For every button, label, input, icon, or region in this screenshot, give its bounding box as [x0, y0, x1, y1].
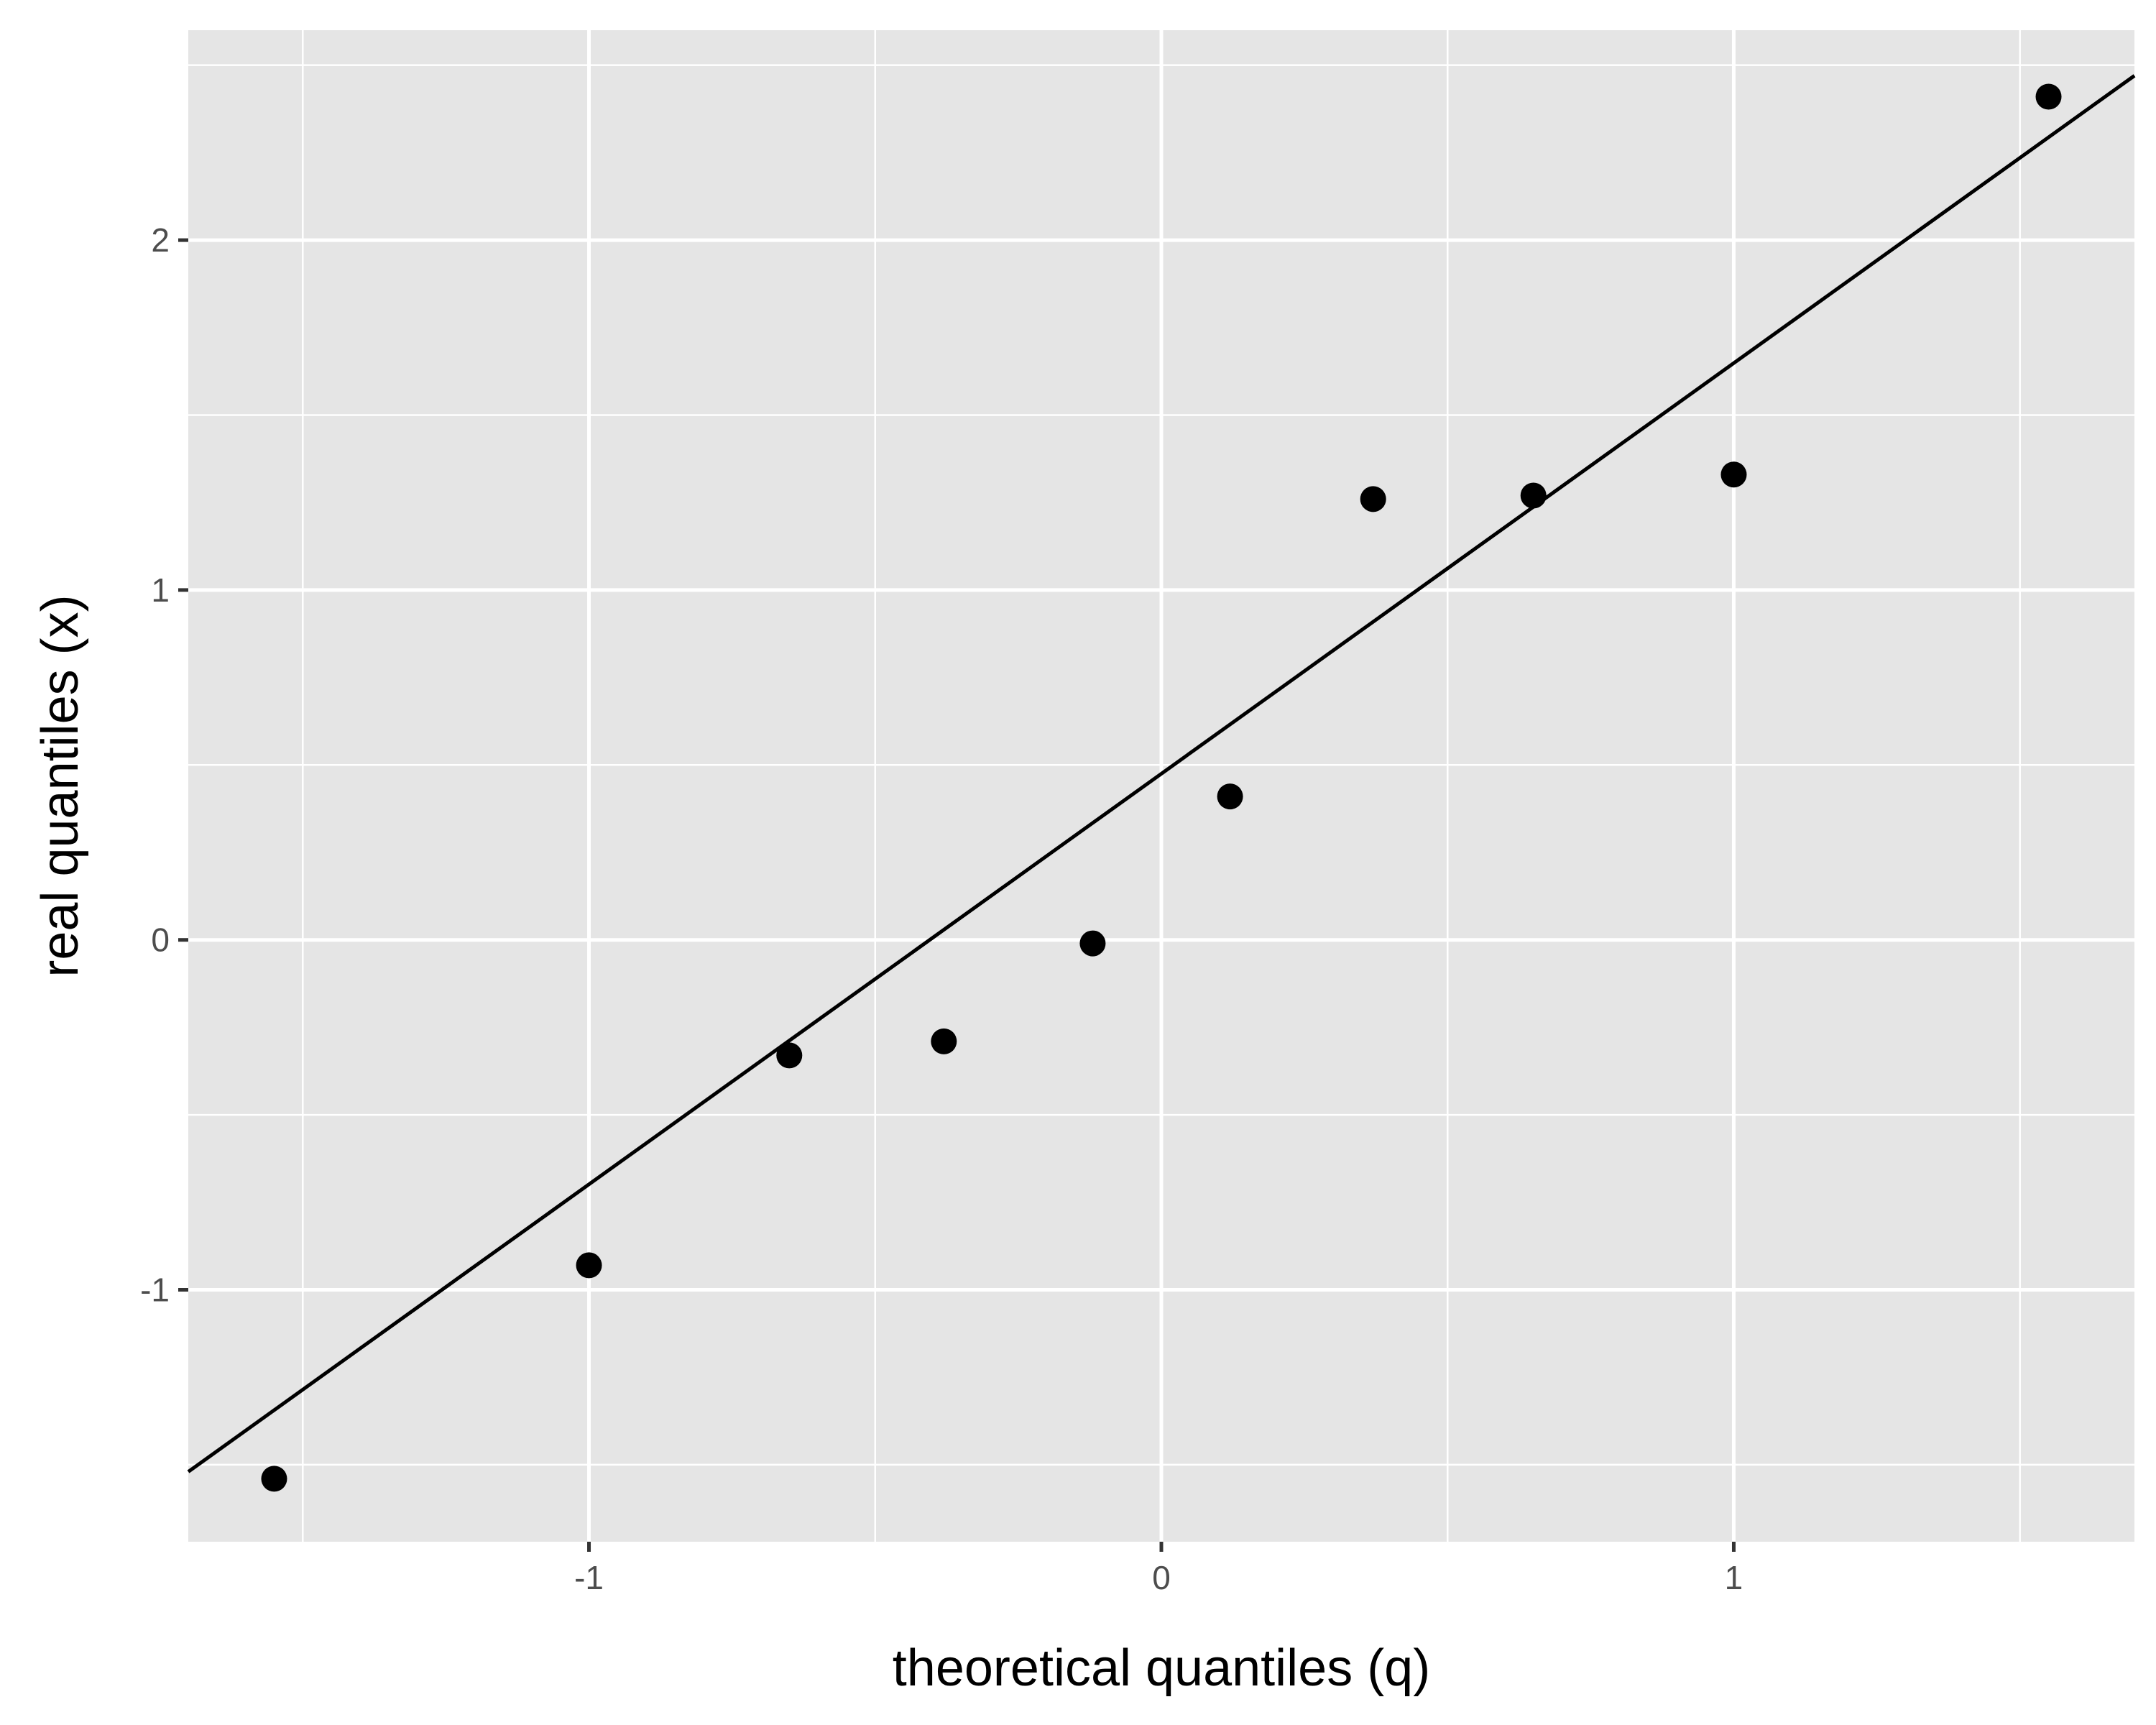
- y-tick-label: 2: [151, 221, 170, 259]
- data-points: [261, 83, 2062, 1492]
- data-point: [1720, 461, 1747, 488]
- reference-line: [187, 74, 2136, 1473]
- grid-major: [188, 30, 2134, 1542]
- y-tick-label: -1: [140, 1271, 170, 1309]
- data-point: [776, 1042, 803, 1069]
- data-point: [261, 1466, 287, 1492]
- x-axis-ticks: -1 0 1: [574, 1542, 1743, 1596]
- data-point: [931, 1028, 957, 1054]
- data-point: [1360, 486, 1386, 512]
- y-tick-label: 0: [151, 921, 170, 959]
- x-tick-label: -1: [574, 1559, 604, 1596]
- data-point: [1520, 482, 1547, 509]
- data-point: [2035, 83, 2062, 110]
- y-tick-label: 1: [151, 571, 170, 609]
- x-tick-label: 1: [1725, 1559, 1743, 1596]
- x-tick-label: 0: [1152, 1559, 1171, 1596]
- y-axis-ticks: -1 0 1 2: [140, 221, 188, 1309]
- x-axis-title: theoretical quantiles (q): [893, 1639, 1430, 1697]
- data-point: [1079, 930, 1106, 957]
- data-point: [1217, 783, 1243, 810]
- y-axis-title: real quantiles (x): [32, 594, 89, 977]
- data-point: [576, 1252, 602, 1279]
